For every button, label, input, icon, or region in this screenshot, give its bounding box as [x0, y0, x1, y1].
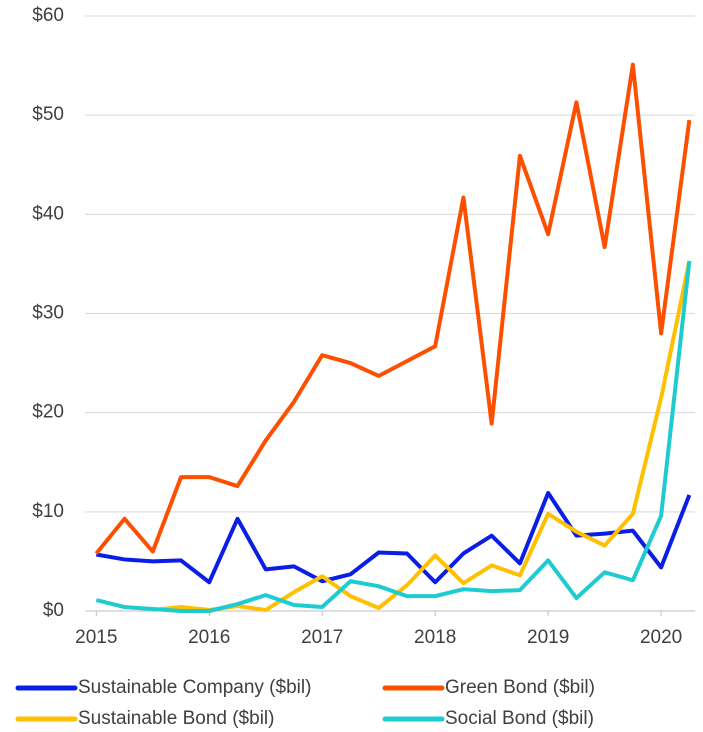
x-tick-label: 2020: [640, 627, 682, 648]
x-tick-label: 2016: [188, 627, 230, 648]
y-tick-label: $20: [32, 402, 64, 423]
legend-label: Sustainable Company ($bil): [78, 677, 311, 698]
series-line: [94, 62, 692, 555]
legend-label: Green Bond ($bil): [445, 677, 595, 698]
y-tick-label: $30: [32, 303, 64, 324]
series-line: [152, 260, 692, 613]
y-tick-label: $60: [32, 5, 64, 26]
y-tick-label: $0: [43, 600, 64, 621]
series-line: [95, 490, 692, 585]
x-tick-label: 2017: [301, 627, 343, 648]
x-tick-label: 2015: [75, 627, 117, 648]
legend-label: Sustainable Bond ($bil): [78, 708, 274, 729]
x-tick-label: 2019: [527, 627, 569, 648]
y-tick-label: $10: [32, 501, 64, 522]
series-line: [95, 260, 692, 613]
y-tick-label: $40: [32, 203, 64, 224]
y-tick-label: $50: [32, 104, 64, 125]
legend-label: Social Bond ($bil): [445, 708, 594, 729]
x-tick-label: 2018: [414, 627, 456, 648]
